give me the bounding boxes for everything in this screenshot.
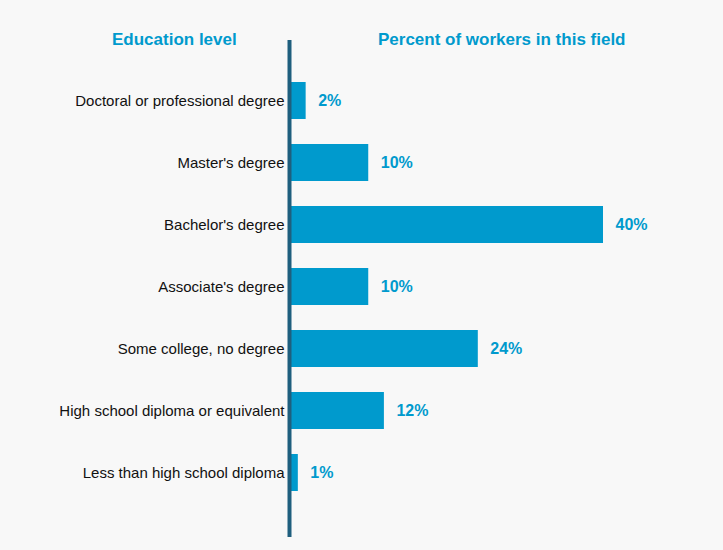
svg-text:Doctoral or professional degre: Doctoral or professional degree — [75, 92, 284, 109]
svg-text:Less than high school diploma: Less than high school diploma — [83, 464, 285, 481]
svg-text:2%: 2% — [318, 92, 341, 109]
svg-text:Some college, no degree: Some college, no degree — [118, 340, 285, 357]
svg-text:1%: 1% — [310, 464, 333, 481]
svg-text:40%: 40% — [616, 216, 648, 233]
svg-text:12%: 12% — [396, 402, 428, 419]
svg-text:Associate's degree: Associate's degree — [158, 278, 284, 295]
html-text:Percent of workers in this fie: Percent of workers in this field — [378, 30, 626, 49]
svg-text:10%: 10% — [381, 278, 413, 295]
svg-text:Master's degree: Master's degree — [177, 154, 284, 171]
svg-text:High school diploma or equival: High school diploma or equivalent — [59, 402, 285, 419]
html-text:Education level: Education level — [112, 30, 237, 49]
svg-text:10%: 10% — [381, 154, 413, 171]
svg-text:Bachelor's degree: Bachelor's degree — [164, 216, 284, 233]
svg-text:24%: 24% — [490, 340, 522, 357]
